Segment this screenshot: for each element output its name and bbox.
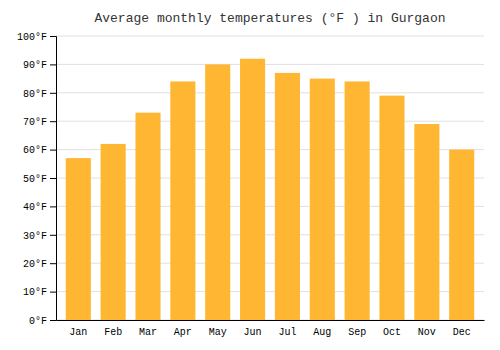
bars: [66, 59, 474, 320]
tick-label: Jun: [244, 327, 262, 338]
tick-label: 80°F: [23, 89, 47, 100]
tick-label: 20°F: [23, 259, 47, 270]
axis-line: [50, 37, 57, 321]
grid-line: [56, 92, 484, 93]
tick-label: 50°F: [23, 174, 47, 185]
tick-mark: [50, 206, 56, 207]
grid-line: [56, 36, 484, 37]
tick-label: 10°F: [23, 287, 47, 298]
tick-mark: [50, 320, 56, 321]
tick: 40°F: [23, 202, 56, 213]
tick-label: 70°F: [23, 117, 47, 128]
tick: Mar: [139, 327, 157, 338]
bar: [240, 59, 265, 320]
tick-label: May: [209, 327, 227, 338]
axis-line: [57, 320, 485, 321]
tick-mark: [50, 292, 56, 293]
bar: [101, 144, 126, 320]
tick: Jan: [69, 327, 87, 338]
tick: 20°F: [23, 259, 56, 270]
tick: 100°F: [17, 32, 56, 43]
plot: 0°F 10°F 20°F 30°F 40°F 50°F 60°F 70°F 80°F 90°F 1…: [17, 32, 485, 338]
tick: Feb: [104, 327, 122, 338]
tick-label: Apr: [174, 327, 192, 338]
tick: May: [209, 327, 227, 338]
tick: Oct: [383, 327, 401, 338]
tick-mark: [50, 150, 56, 151]
tick-label: 30°F: [23, 231, 47, 242]
tick: 50°F: [23, 174, 56, 185]
tick-label: 100°F: [17, 32, 47, 43]
bar: [345, 81, 370, 320]
bar: [310, 79, 335, 320]
tick-label: 40°F: [23, 202, 47, 213]
tick: 0°F: [29, 316, 56, 327]
tick-label: Sep: [348, 327, 366, 338]
tick-label: 0°F: [29, 316, 47, 327]
tick-mark: [50, 64, 56, 65]
bar: [170, 81, 195, 320]
tick: 70°F: [23, 117, 56, 128]
bar: [379, 96, 404, 320]
chart: 0°F 10°F 20°F 30°F 40°F 50°F 60°F 70°F 80°F 90°F 1…: [0, 0, 500, 350]
tick: 80°F: [23, 89, 56, 100]
tick-label: Feb: [104, 327, 122, 338]
tick: 60°F: [23, 145, 56, 156]
x-axis: Jan Feb Mar Apr May Jun Jul Aug Sep Oct Nov Dec: [57, 321, 485, 339]
grid: [56, 36, 484, 320]
tick-mark: [50, 93, 56, 94]
tick: Dec: [453, 327, 471, 338]
tick-mark: [50, 36, 56, 37]
tick-label: Jul: [278, 327, 296, 338]
tick: Apr: [174, 327, 192, 338]
tick: Aug: [313, 327, 331, 338]
y-axis: 0°F 10°F 20°F 30°F 40°F 50°F 60°F 70°F 80°F 90°F 1…: [17, 32, 57, 327]
tick-label: Aug: [313, 327, 331, 338]
tick-mark: [50, 263, 56, 264]
tick: 90°F: [23, 60, 56, 71]
tick-label: 60°F: [23, 145, 47, 156]
tick-label: 90°F: [23, 60, 47, 71]
title: Average monthly temperatures (°F ) in Gu…: [94, 11, 445, 26]
tick-mark: [50, 121, 56, 122]
bar: [135, 113, 160, 320]
tick: Jul: [278, 327, 296, 338]
tick-label: Jan: [69, 327, 87, 338]
tick: 10°F: [23, 287, 56, 298]
grid-line: [56, 64, 484, 65]
bar: [449, 150, 474, 320]
tick: 30°F: [23, 231, 56, 242]
grid-line: [56, 121, 484, 122]
bar: [414, 124, 439, 320]
bar: [275, 73, 300, 320]
tick: Sep: [348, 327, 366, 338]
tick: Nov: [418, 327, 436, 338]
bar: [205, 64, 230, 320]
tick-label: Mar: [139, 327, 157, 338]
tick-label: Nov: [418, 327, 436, 338]
tick-label: Dec: [453, 327, 471, 338]
bar: [66, 158, 91, 320]
tick-mark: [50, 178, 56, 179]
tick-label: Oct: [383, 327, 401, 338]
tick: Jun: [244, 327, 262, 338]
tick-mark: [50, 235, 56, 236]
